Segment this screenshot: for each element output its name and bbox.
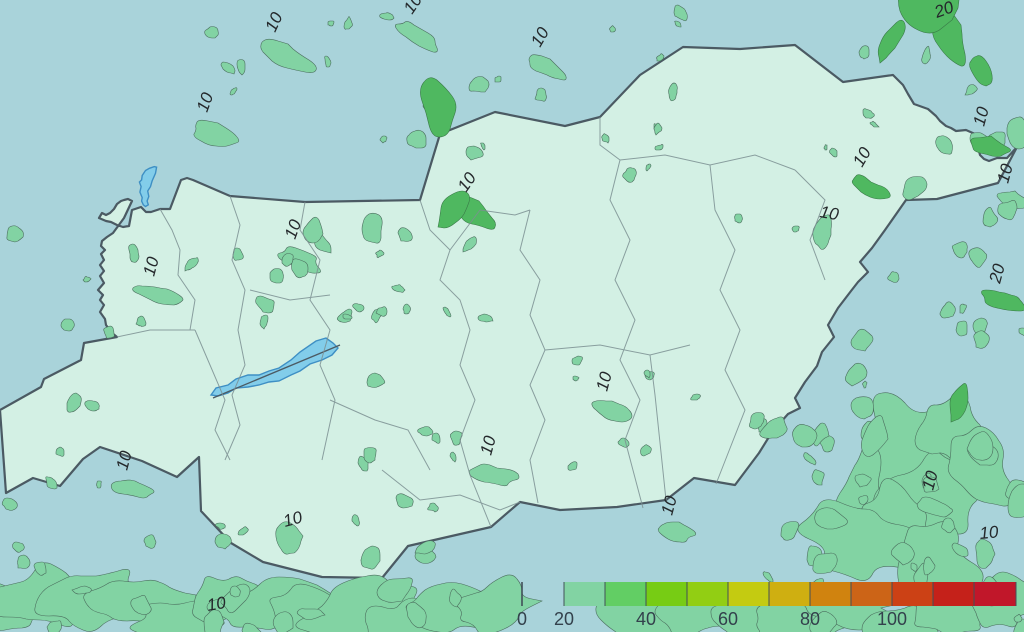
svg-text:60: 60 — [718, 609, 738, 629]
svg-text:40: 40 — [636, 609, 656, 629]
svg-text:100: 100 — [877, 609, 907, 629]
svg-text:10: 10 — [818, 202, 840, 224]
svg-text:20: 20 — [554, 609, 574, 629]
svg-text:10: 10 — [205, 593, 227, 615]
svg-text:10: 10 — [979, 522, 1000, 543]
svg-text:0: 0 — [517, 609, 527, 629]
svg-text:80: 80 — [800, 609, 820, 629]
